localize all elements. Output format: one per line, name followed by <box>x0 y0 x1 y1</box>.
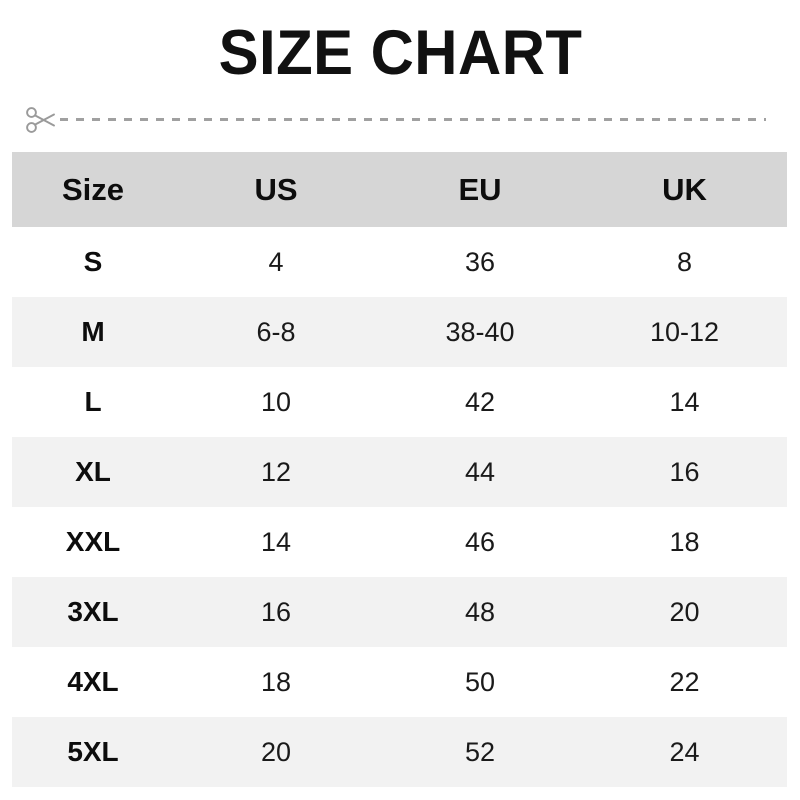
dashed-cut-line <box>60 118 766 121</box>
table-row: S 4 36 8 <box>12 227 787 297</box>
cell-eu: 38-40 <box>445 316 515 347</box>
cell-uk: 18 <box>669 526 700 557</box>
cell-us: 20 <box>260 736 292 767</box>
cell-eu: 48 <box>464 596 496 627</box>
cell-us: 10 <box>260 386 292 417</box>
cell-us: 16 <box>260 596 292 627</box>
size-chart-table: Size US EU UK S 4 36 8 M 6-8 38-40 10-12… <box>12 152 787 787</box>
cell-uk: 20 <box>669 596 700 627</box>
cell-uk: 8 <box>676 246 693 277</box>
cell-size: L <box>84 386 102 417</box>
cut-line <box>24 104 774 136</box>
cell-size: 4XL <box>67 666 119 697</box>
cell-size: 5XL <box>67 736 119 767</box>
cell-us: 4 <box>268 246 284 277</box>
table-row: XL 12 44 16 <box>12 437 787 507</box>
table-row: 4XL 18 50 22 <box>12 647 787 717</box>
cell-eu: 52 <box>464 736 496 767</box>
cell-uk: 10-12 <box>649 316 720 347</box>
column-header-size: Size <box>61 171 125 207</box>
cell-uk: 22 <box>669 666 700 697</box>
table-row: XXL 14 46 18 <box>12 507 787 577</box>
cell-eu: 50 <box>464 666 496 697</box>
cell-eu: 46 <box>464 526 496 557</box>
column-header-eu: EU <box>458 171 502 207</box>
scissors-icon <box>24 104 58 136</box>
table-header: Size US EU UK <box>12 152 787 227</box>
cell-size: XL <box>75 456 111 487</box>
table-header-row: Size US EU UK <box>12 152 787 227</box>
page-title: SIZE CHART <box>218 18 582 88</box>
cell-us: 12 <box>260 456 292 487</box>
cell-uk: 14 <box>669 386 700 417</box>
cell-size: 3XL <box>67 596 119 627</box>
cell-size: S <box>83 246 103 277</box>
cell-us: 14 <box>260 526 292 557</box>
column-header-uk: UK <box>662 171 707 207</box>
table-row: 3XL 16 48 20 <box>12 577 787 647</box>
page-title-container: SIZE CHART <box>0 20 800 86</box>
cell-uk: 16 <box>669 456 700 487</box>
cell-eu: 36 <box>464 246 496 277</box>
table-row: L 10 42 14 <box>12 367 787 437</box>
cell-size: M <box>81 316 105 347</box>
cell-uk: 24 <box>669 736 700 767</box>
table-body: S 4 36 8 M 6-8 38-40 10-12 L 10 42 14 XL… <box>12 227 787 787</box>
cell-eu: 44 <box>464 456 496 487</box>
cell-eu: 42 <box>464 386 496 417</box>
table-row: 5XL 20 52 24 <box>12 717 787 787</box>
cell-size: XXL <box>65 526 121 557</box>
cell-us: 6-8 <box>256 316 296 347</box>
cell-us: 18 <box>260 666 292 697</box>
table-row: M 6-8 38-40 10-12 <box>12 297 787 367</box>
column-header-us: US <box>254 171 298 207</box>
